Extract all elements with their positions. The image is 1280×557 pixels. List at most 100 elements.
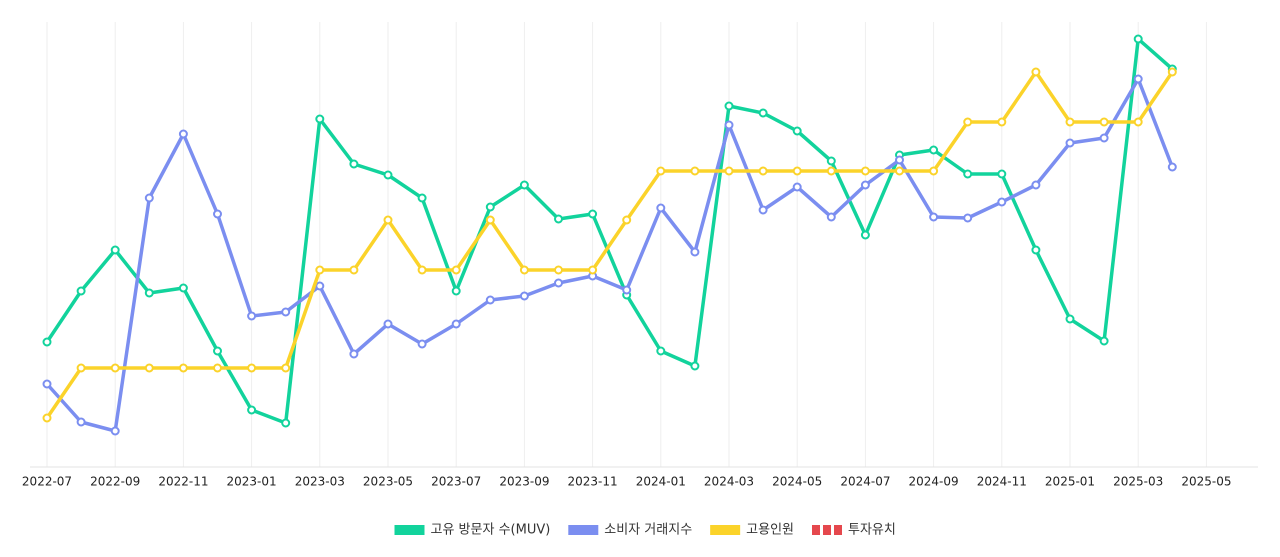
data-point xyxy=(997,169,1007,179)
data-point xyxy=(860,180,870,190)
data-point xyxy=(724,101,734,111)
data-point xyxy=(792,126,802,136)
data-point xyxy=(656,203,666,213)
data-point xyxy=(1065,314,1075,324)
data-point xyxy=(451,286,461,296)
x-tick-label: 2024-09 xyxy=(909,475,959,489)
data-point xyxy=(349,265,359,275)
data-point xyxy=(383,170,393,180)
x-tick-label: 2022-09 xyxy=(90,475,140,489)
data-point xyxy=(110,363,120,373)
data-point xyxy=(826,212,836,222)
data-point xyxy=(1167,162,1177,172)
data-point xyxy=(76,417,86,427)
data-point xyxy=(656,346,666,356)
data-point xyxy=(76,286,86,296)
data-point xyxy=(963,169,973,179)
legend: 고유 방문자 수(MUV) 소비자 거래지수 고용인원 투자유치 xyxy=(394,523,896,538)
data-point xyxy=(792,182,802,192)
x-tick-label: 2024-01 xyxy=(636,475,686,489)
legend-label: 고용인원 xyxy=(746,523,794,538)
x-tick-label: 2022-11 xyxy=(158,475,208,489)
data-point xyxy=(213,363,222,373)
data-point xyxy=(110,245,120,255)
data-point xyxy=(690,247,700,257)
legend-swatch xyxy=(568,525,599,535)
data-point xyxy=(110,426,120,436)
data-point xyxy=(860,166,870,176)
data-point xyxy=(42,379,52,389)
data-point xyxy=(42,337,52,347)
data-point xyxy=(281,307,291,317)
legend-swatch xyxy=(834,525,842,535)
data-point xyxy=(281,363,291,373)
x-tick-label: 2023-01 xyxy=(227,475,277,489)
x-tick-label: 2024-05 xyxy=(772,475,822,489)
data-point xyxy=(929,166,939,176)
data-point xyxy=(758,166,768,176)
data-point xyxy=(792,166,802,176)
legend-swatch xyxy=(823,525,831,535)
data-point xyxy=(213,209,222,219)
legend-swatch xyxy=(710,525,741,535)
legend-label: 투자유치 xyxy=(848,523,896,538)
data-point xyxy=(588,265,598,275)
data-point xyxy=(963,117,973,127)
series-line xyxy=(45,70,1174,419)
data-point xyxy=(383,319,393,329)
data-point xyxy=(826,166,836,176)
data-point xyxy=(860,230,870,240)
x-tick-label: 2024-11 xyxy=(977,475,1027,489)
data-point xyxy=(76,363,86,373)
data-point xyxy=(895,166,904,176)
data-point xyxy=(485,295,495,305)
x-tick-label: 2024-07 xyxy=(840,475,890,489)
data-point xyxy=(895,155,904,165)
data-point xyxy=(1099,336,1109,346)
data-point xyxy=(758,108,768,118)
data-point xyxy=(178,129,188,139)
legend-swatch xyxy=(394,525,425,535)
data-point xyxy=(724,120,734,130)
data-point xyxy=(1031,67,1041,77)
x-tick-label: 2025-01 xyxy=(1045,475,1095,489)
data-point xyxy=(758,205,768,215)
data-point xyxy=(1099,117,1109,127)
data-point xyxy=(1065,138,1075,148)
data-point xyxy=(724,166,734,176)
data-point xyxy=(247,363,257,373)
x-tick-label: 2023-11 xyxy=(568,475,618,489)
data-point xyxy=(1133,74,1143,84)
data-point xyxy=(690,361,700,371)
data-point xyxy=(417,265,427,275)
data-point xyxy=(247,311,257,321)
data-point xyxy=(315,114,325,124)
data-point xyxy=(213,346,222,356)
series-line xyxy=(45,37,1174,425)
data-point xyxy=(144,363,154,373)
x-tick-label: 2024-03 xyxy=(704,475,754,489)
data-point xyxy=(929,145,939,155)
data-point xyxy=(144,288,154,298)
legend-swatch xyxy=(812,525,820,535)
data-point xyxy=(690,166,700,176)
data-point xyxy=(485,215,495,225)
data-point xyxy=(963,213,973,223)
data-point xyxy=(622,285,632,295)
data-point xyxy=(997,117,1007,127)
data-point xyxy=(1133,34,1143,44)
x-tick-label: 2025-03 xyxy=(1113,475,1163,489)
data-point xyxy=(417,339,427,349)
data-point xyxy=(451,265,461,275)
data-point xyxy=(144,193,154,203)
data-point xyxy=(622,215,632,225)
data-point xyxy=(1167,67,1177,77)
data-point xyxy=(417,193,427,203)
x-tick-label: 2023-09 xyxy=(499,475,549,489)
data-point xyxy=(315,281,325,291)
data-point xyxy=(451,319,461,329)
data-point xyxy=(315,265,325,275)
data-point xyxy=(1133,117,1143,127)
data-point xyxy=(554,265,563,275)
